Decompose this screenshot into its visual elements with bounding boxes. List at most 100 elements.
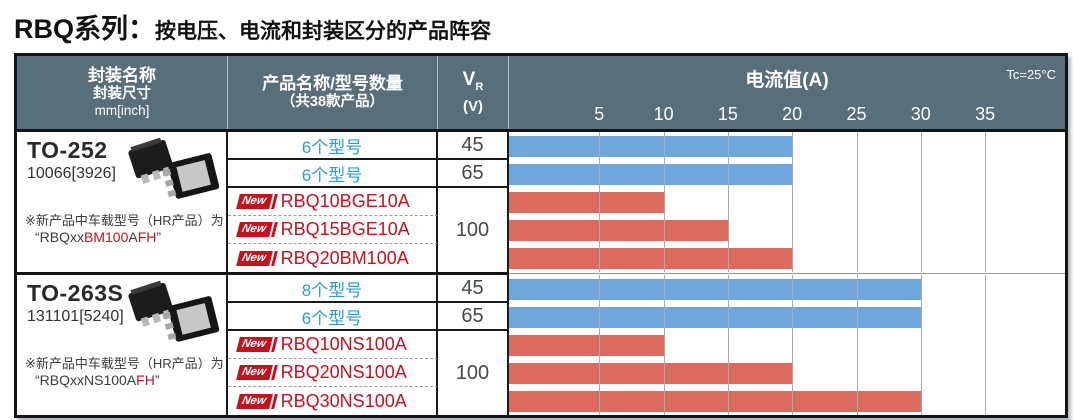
product-matrix-table: 封装名称 封装尺寸 mm[inch] 产品名称/型号数量 （共38款产品） VR…: [14, 53, 1068, 418]
new-badge: New: [236, 222, 273, 237]
gridline-30: [920, 132, 922, 272]
current-bar-existing: [509, 163, 793, 185]
bar-row: [509, 275, 1065, 303]
automotive-note-line1: ※新产品中车载型号（HR产品）为: [25, 356, 224, 371]
header-vr-symbol: VR: [462, 69, 484, 93]
product-part-number: RBQ20BM100A: [280, 247, 409, 268]
axis-ticks: 5 10 15 20 25 30 35: [509, 100, 1065, 129]
new-badge: New: [236, 337, 273, 352]
bar-row: [509, 387, 1065, 415]
product-row-count: 8个型号: [228, 275, 438, 303]
current-bar-new: [509, 334, 664, 356]
product-part-number: RBQ15BGE10A: [280, 219, 410, 239]
header-vr-unit: (V): [463, 97, 483, 115]
automotive-note-part-number: “RBQxxNS100AFH”: [25, 372, 224, 389]
bar-row: [509, 303, 1065, 331]
new-badge: New: [236, 250, 273, 266]
axis-tick-25: 25: [846, 104, 867, 124]
package-cell: TO-263S 131101[5240] ※新产品中车载型号（HR产品）为 “RBQx…: [17, 275, 228, 415]
automotive-note: ※新产品中车载型号（HR产品）为 “RBQxxBM100AFH”: [25, 212, 224, 246]
section-to-252: TO-252 10066[3926] ※新产品中车载型号（HR产品）为 “RBQxxB…: [17, 132, 1065, 272]
vr-value-cell: 65: [438, 303, 509, 331]
bar-row: [509, 160, 1065, 188]
bar-chart-area: [509, 132, 1065, 272]
package-3d-image: [116, 277, 224, 349]
bar-row: [509, 216, 1065, 244]
note-segment: ”: [156, 229, 162, 245]
product-row-new: New RBQ10NS100A: [228, 331, 438, 359]
new-badge: New: [236, 365, 273, 380]
header-package-name: 封装名称: [88, 66, 156, 85]
current-bar-existing: [509, 135, 793, 157]
model-count-label: 8个型号: [301, 280, 363, 300]
gridline-15: [727, 132, 729, 272]
header-product-name: 产品名称/型号数量: [262, 74, 403, 93]
package-cell: TO-252 10066[3926] ※新产品中车载型号（HR产品）为 “RBQxxB…: [17, 132, 228, 272]
gridline-25: [856, 275, 858, 415]
header-vr-column: VR (V): [438, 56, 509, 129]
note-segment: FH: [137, 229, 157, 245]
header-package-unit: mm[inch]: [94, 103, 150, 118]
product-row-count: 6个型号: [228, 132, 438, 160]
section-divider: [17, 272, 1065, 275]
bar-row: [509, 244, 1065, 272]
note-segment: FH: [136, 372, 155, 388]
axis-tick-15: 15: [717, 104, 738, 124]
series-name: RBQ系列：: [14, 14, 155, 44]
product-row-new: New RBQ30NS100A: [228, 387, 438, 415]
header-product-count: （共38款产品）: [280, 94, 385, 110]
chart-title: 电流值(A): [745, 70, 829, 91]
model-count-label: 6个型号: [301, 308, 363, 328]
product-row-new: New RBQ20BM100A: [228, 244, 438, 272]
model-count-label: 6个型号: [301, 165, 363, 185]
automotive-note-part-number: “RBQxxBM100AFH”: [25, 229, 224, 246]
axis-tick-10: 10: [653, 104, 674, 124]
current-bar-new: [509, 219, 728, 241]
bar-chart-area: [509, 275, 1065, 415]
new-badge: New: [236, 194, 273, 209]
product-part-number: RBQ10BGE10A: [280, 191, 410, 211]
section-to-263s: TO-263S 131101[5240] ※新产品中车载型号（HR产品）为 “RBQx…: [17, 275, 1065, 415]
note-segment: A: [128, 229, 138, 245]
gridline-20: [792, 132, 794, 272]
gridline-30: [920, 275, 922, 415]
product-part-number: RBQ10NS100A: [280, 334, 407, 354]
product-row-count: 6个型号: [228, 160, 438, 188]
new-badge: New: [236, 393, 273, 409]
note-segment: “RBQxx: [35, 229, 84, 245]
gridline-20: [792, 275, 794, 415]
vr-value-cell: 45: [438, 275, 509, 303]
bar-row: [509, 359, 1065, 387]
header-product-column: 产品名称/型号数量 （共38款产品）: [228, 56, 438, 129]
note-segment: ”: [154, 372, 160, 388]
gridline-35: [985, 275, 987, 415]
product-part-number: RBQ20NS100A: [280, 362, 407, 382]
gridline-10: [663, 275, 665, 415]
automotive-note: ※新产品中车载型号（HR产品）为 “RBQxxNS100AFH”: [25, 355, 224, 389]
gridline-5: [599, 275, 601, 415]
note-segment: BM100: [84, 229, 129, 245]
package-dimensions: 131101[5240]: [27, 308, 124, 325]
header-package-column: 封装名称 封装尺寸 mm[inch]: [17, 56, 228, 129]
model-count-label: 6个型号: [301, 137, 363, 157]
gridline-35: [985, 132, 987, 272]
package-dimensions: 10066[3926]: [27, 165, 116, 182]
vr-value-cell: 100: [438, 188, 509, 272]
header-current-column: 电流值(A) Tc=25°C 5 10 15 20 25 30 35: [509, 56, 1065, 129]
note-segment: “RBQxxNS100A: [35, 372, 137, 388]
product-row-new: New RBQ20NS100A: [228, 359, 438, 387]
gridline-5: [599, 132, 601, 272]
current-bar-new: [509, 247, 793, 269]
vr-value-cell: 100: [438, 331, 509, 415]
section-divider-dark: [17, 272, 509, 275]
axis-tick-5: 5: [594, 104, 605, 124]
table-header: 封装名称 封装尺寸 mm[inch] 产品名称/型号数量 （共38款产品） VR…: [17, 56, 1065, 132]
current-bar-new: [509, 390, 921, 412]
current-bar-existing: [509, 278, 921, 300]
gridline-25: [856, 132, 858, 272]
vr-value-cell: 65: [438, 160, 509, 188]
section-divider-chart: [509, 272, 1065, 275]
current-bar-new: [509, 362, 793, 384]
bar-row: [509, 331, 1065, 359]
bar-row: [509, 188, 1065, 216]
